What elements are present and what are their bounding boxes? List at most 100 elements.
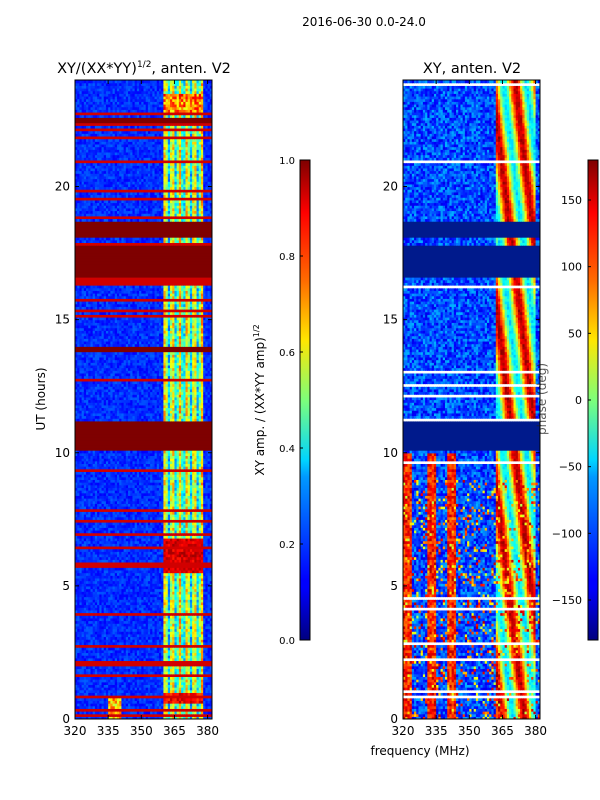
heat-cell <box>134 713 138 717</box>
heat-cell <box>103 628 107 632</box>
heat-cell <box>147 506 151 510</box>
heat-cell <box>79 620 83 624</box>
heat-cell <box>108 623 111 627</box>
heat-cell <box>103 652 107 656</box>
heat-cell <box>198 639 202 643</box>
heat-cell <box>181 639 184 643</box>
heat-cell <box>209 609 212 614</box>
heat-cell <box>125 716 129 719</box>
heat-cell <box>83 633 87 638</box>
heat-cell <box>209 625 212 630</box>
heat-cell <box>128 540 131 544</box>
heat-cell <box>150 689 153 693</box>
heat-cell <box>185 708 189 712</box>
heat-cell <box>198 655 202 659</box>
heat-cell <box>198 713 202 717</box>
heat-cell <box>150 591 153 595</box>
heat-cell <box>141 612 145 616</box>
heat-cell <box>132 705 136 709</box>
heat-cell <box>77 508 81 512</box>
heat-cell <box>99 521 103 526</box>
heat-cell <box>128 708 131 712</box>
heat-cell <box>200 633 204 638</box>
heat-cell <box>167 657 171 662</box>
heat-cell <box>200 572 204 576</box>
heat-cell <box>198 572 202 576</box>
heat-cell <box>136 503 140 507</box>
heat-cell <box>143 681 147 685</box>
heat-cell <box>165 540 169 544</box>
heat-cell <box>194 663 198 667</box>
heat-cell <box>114 703 118 707</box>
heat-cell <box>181 511 184 515</box>
heat-cell <box>181 660 184 664</box>
heat-cell <box>79 601 83 606</box>
heat-cell <box>141 647 145 651</box>
heat-cell <box>178 599 182 603</box>
heat-cell <box>81 652 85 656</box>
heat-cell <box>116 524 120 528</box>
heat-cell <box>154 506 158 510</box>
heat-cell <box>88 519 92 523</box>
heat-cell <box>147 633 151 638</box>
heat-cell <box>141 623 145 627</box>
heat-cell <box>145 649 149 654</box>
heat-cell <box>119 703 123 707</box>
heat-cell <box>205 506 209 510</box>
heat-cell <box>174 679 178 683</box>
heat-cell <box>92 551 96 555</box>
heat-cell <box>194 521 198 526</box>
heat-cell <box>176 655 180 659</box>
heat-cell <box>203 529 206 534</box>
heat-cell <box>139 511 142 515</box>
heat-cell <box>161 532 164 536</box>
heat-cell <box>88 604 92 608</box>
heat-cell <box>194 569 198 574</box>
heat-cell <box>134 585 138 590</box>
heat-cell <box>174 601 178 606</box>
heat-cell <box>134 543 138 547</box>
heat-cell <box>136 711 140 715</box>
heat-cell <box>163 535 167 539</box>
heat-cell <box>203 609 206 614</box>
heat-cell <box>77 652 81 656</box>
heat-cell <box>90 559 94 563</box>
heat-cell <box>209 511 212 515</box>
heat-cell <box>178 657 182 662</box>
heat-cell <box>90 639 94 643</box>
heat-cell <box>152 620 156 624</box>
heat-cell <box>172 620 176 624</box>
heat-cell <box>130 703 134 707</box>
heat-cell <box>121 617 125 622</box>
heat-cell <box>165 548 169 552</box>
heat-cell <box>86 577 89 582</box>
heat-cell <box>101 553 105 558</box>
heat-cell <box>103 649 107 654</box>
heat-cell <box>176 569 180 574</box>
heat-cell <box>132 567 136 571</box>
heat-cell <box>209 564 212 568</box>
heat-cell <box>209 703 212 707</box>
heat-cell <box>158 585 162 590</box>
heat-cell <box>163 649 167 654</box>
heat-cell <box>203 676 206 680</box>
heat-cell <box>178 652 182 656</box>
heat-cell <box>97 625 100 630</box>
heat-cell <box>81 647 85 651</box>
heat-cell <box>81 657 85 662</box>
heat-cell <box>194 543 198 547</box>
heat-cell <box>205 604 209 608</box>
heat-cell <box>207 660 211 664</box>
heat-cell <box>170 713 173 717</box>
heat-cell <box>123 665 127 670</box>
heat-cell <box>196 535 200 539</box>
heat-cell <box>121 695 125 699</box>
heat-cell <box>130 511 134 515</box>
heat-cell <box>165 625 169 630</box>
heat-cell <box>99 676 103 680</box>
heat-cell <box>185 689 189 693</box>
heat-cell <box>121 705 125 709</box>
heat-cell <box>209 695 212 699</box>
heat-cell <box>99 583 103 587</box>
heat-cell <box>81 631 85 635</box>
